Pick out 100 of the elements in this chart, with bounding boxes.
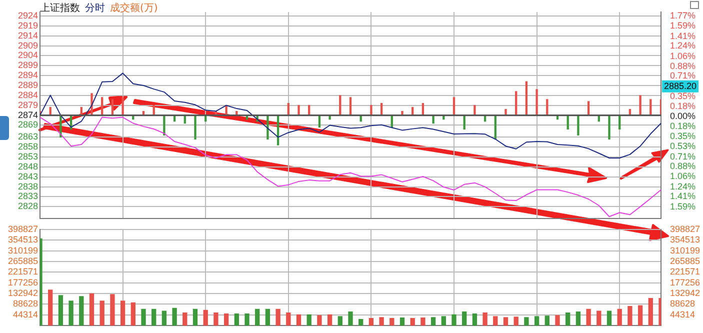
y2-tick-label: 177256	[670, 277, 700, 288]
bar	[586, 308, 591, 326]
y2-tick-label: 0.00%	[670, 111, 696, 122]
y2-tick-label: 1.59%	[670, 20, 696, 31]
y-tick-label: 2924	[18, 10, 38, 20]
y2-tick-label: 0.18%	[670, 100, 696, 111]
bar	[130, 302, 136, 326]
y-tick-label: 177256	[8, 277, 38, 288]
bar	[192, 308, 198, 326]
bar	[474, 105, 476, 116]
y-tick-label: 2904	[18, 50, 38, 60]
y-tick-label: 2843	[18, 171, 38, 182]
bar	[110, 294, 115, 326]
chart-subtitle: 成交额(万)	[110, 3, 158, 14]
y2-tick-label: 0.18%	[670, 121, 696, 132]
bar	[410, 318, 415, 326]
bar	[482, 312, 488, 326]
bar	[317, 315, 322, 326]
y2-tick-label: 221571	[670, 266, 700, 277]
y2-tick-label: 0.71%	[670, 151, 696, 162]
bar	[608, 114, 610, 140]
bar	[141, 308, 146, 326]
bar	[162, 310, 167, 326]
bar	[224, 313, 229, 326]
bar	[576, 312, 581, 326]
y-tick-label: 44314	[12, 309, 38, 320]
bar	[203, 310, 208, 326]
bar	[555, 315, 560, 326]
text: 2885.20	[664, 80, 697, 91]
y2-tick-label: 0.35%	[670, 91, 696, 102]
bar	[286, 312, 291, 326]
bar	[244, 313, 250, 326]
y-tick-label: 2909	[18, 40, 38, 50]
y2-tick-label: 1.24%	[670, 181, 696, 192]
bar	[68, 300, 74, 326]
bar	[276, 308, 280, 326]
bar	[648, 298, 653, 326]
bar	[265, 308, 270, 326]
y2-tick-label: 1.24%	[670, 40, 696, 51]
bar	[536, 89, 538, 116]
bar	[182, 312, 188, 326]
bar	[400, 318, 405, 326]
bar	[58, 295, 64, 326]
y2-tick-label: 0.71%	[670, 70, 696, 81]
bar	[472, 313, 478, 326]
bar	[606, 310, 612, 326]
y-tick-label: 2863	[18, 132, 38, 142]
bar	[370, 105, 372, 116]
bar	[89, 293, 94, 326]
y2-tick-label: 1.06%	[670, 171, 696, 182]
y-tick-label: 2838	[18, 181, 38, 192]
bar	[617, 308, 622, 326]
bar	[306, 314, 312, 326]
bar	[120, 300, 126, 326]
bar	[452, 314, 456, 326]
y-tick-label: 2833	[18, 191, 38, 202]
y-tick-label: 2899	[18, 60, 38, 70]
y-tick-label: 2874	[18, 110, 38, 120]
y-tick-label: 2894	[18, 70, 38, 80]
bar	[122, 97, 124, 116]
bar	[298, 105, 300, 116]
bar	[462, 312, 467, 326]
y2-tick-label: 0.88%	[670, 61, 696, 72]
y-tick-label: 2848	[18, 161, 38, 172]
y-tick-label: 221571	[8, 266, 38, 277]
bar	[79, 296, 84, 326]
bar	[255, 308, 260, 326]
bar	[327, 314, 332, 326]
bar	[638, 305, 643, 326]
y-tick-label: 310199	[8, 245, 38, 256]
bar	[152, 308, 156, 326]
bar	[420, 318, 426, 326]
bar	[390, 318, 394, 326]
bar	[296, 314, 302, 326]
y-tick-label: 2919	[18, 20, 38, 30]
y2-tick-label: 132942	[670, 288, 700, 298]
y-tick-label: 2879	[18, 100, 38, 110]
y2-tick-label: 0.53%	[670, 141, 696, 152]
y2-tick-label: 310199	[670, 245, 700, 256]
y2-tick-label: 354513	[670, 234, 700, 245]
bar	[493, 316, 498, 326]
bar	[524, 317, 529, 326]
y2-tick-label: 0.88%	[670, 160, 696, 171]
bar	[214, 312, 218, 326]
bar	[338, 316, 342, 326]
y-tick-label: 2828	[18, 201, 38, 212]
y-tick-label: 265885	[8, 256, 38, 266]
y-tick-label: 2889	[18, 80, 38, 90]
bar	[48, 290, 53, 326]
y2-tick-label: 0.35%	[670, 130, 696, 141]
y-tick-label: 2858	[18, 142, 38, 152]
bar	[534, 316, 540, 326]
y-tick-label: 2914	[18, 30, 38, 40]
y2-tick-label: 265885	[670, 256, 700, 266]
bar	[577, 114, 580, 136]
bar	[368, 318, 374, 326]
y2-tick-label: 44314	[670, 309, 696, 320]
y-tick-label: 2869	[18, 120, 38, 130]
bar	[596, 310, 602, 326]
bar	[514, 316, 518, 326]
